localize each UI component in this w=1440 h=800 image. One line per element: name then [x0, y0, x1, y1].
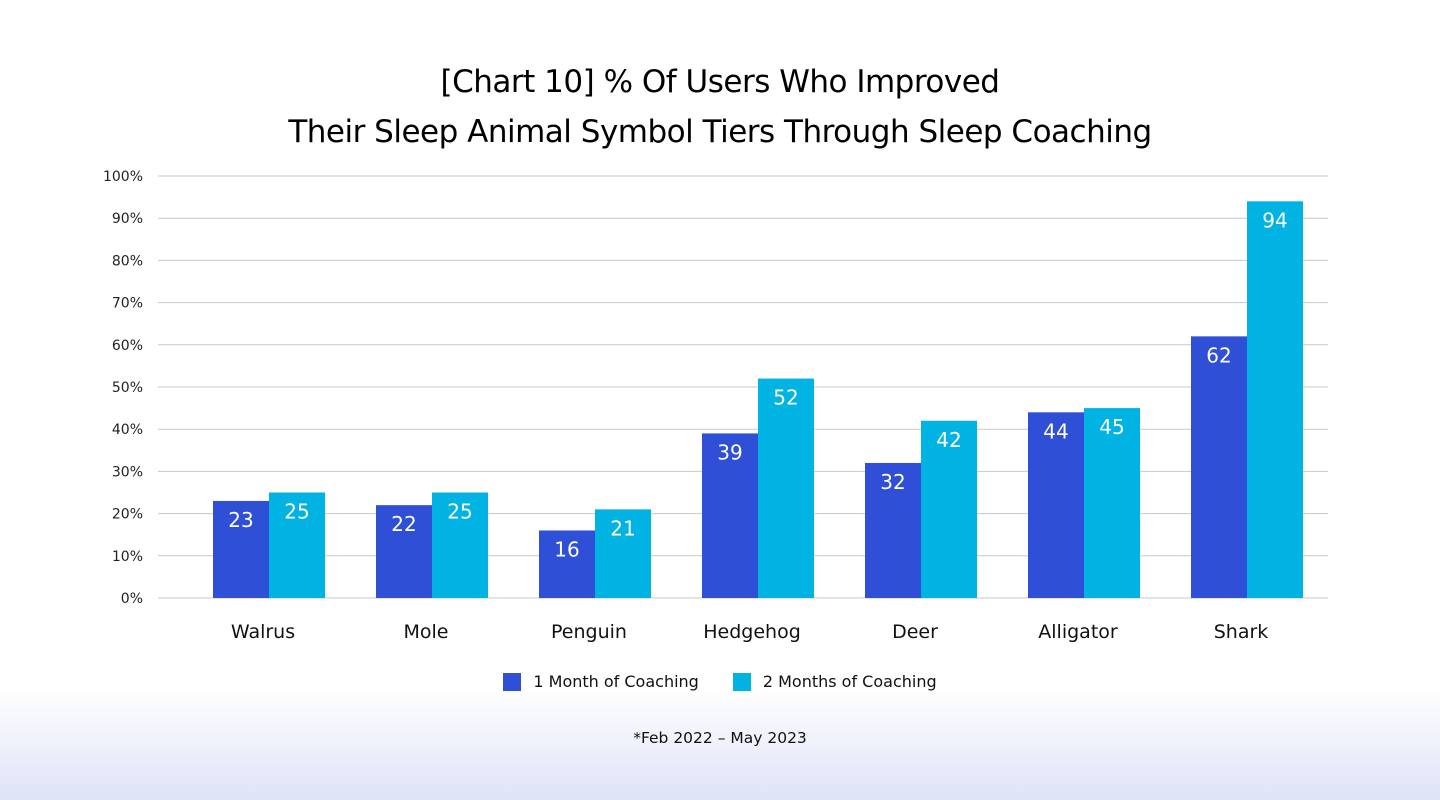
- x-tick-label: Walrus: [231, 621, 295, 643]
- x-tick-label: Alligator: [1038, 621, 1118, 643]
- data-label: 44: [1043, 419, 1068, 443]
- y-tick-label: 70%: [112, 296, 143, 312]
- bar: [1247, 201, 1303, 598]
- data-label: 52: [773, 386, 798, 410]
- y-tick-label: 90%: [112, 211, 143, 227]
- bar: [376, 505, 432, 598]
- data-label: 22: [391, 512, 416, 536]
- data-label: 25: [284, 500, 309, 524]
- x-tick-label: Shark: [1214, 621, 1269, 643]
- bar: [865, 462, 921, 598]
- x-tick-label: Deer: [892, 621, 938, 643]
- legend-swatch-1-month: [503, 672, 522, 691]
- bar: [213, 500, 269, 598]
- legend: 1 Month of Coaching 2 Months of Coaching: [0, 672, 1440, 691]
- data-label: 45: [1099, 415, 1124, 439]
- y-tick-label: 100%: [103, 169, 143, 185]
- bar: [1028, 412, 1084, 598]
- data-label: 23: [228, 508, 253, 532]
- bar: [1084, 408, 1140, 598]
- data-label: 39: [717, 440, 742, 464]
- data-label: 42: [936, 428, 961, 452]
- y-tick-label: 80%: [112, 253, 143, 269]
- x-tick-label: Mole: [404, 621, 449, 643]
- bar: [702, 433, 758, 598]
- bar: [921, 420, 977, 598]
- y-tick-label: 30%: [112, 464, 143, 480]
- y-tick-label: 50%: [112, 380, 143, 396]
- data-label: 16: [554, 537, 579, 561]
- legend-label-2-months: 2 Months of Coaching: [762, 672, 937, 691]
- data-label: 94: [1262, 208, 1287, 232]
- y-tick-label: 10%: [112, 549, 143, 565]
- y-tick-label: 0%: [121, 591, 143, 607]
- y-tick-label: 20%: [112, 507, 143, 523]
- bar: [432, 492, 488, 598]
- legend-item-2-months: 2 Months of Coaching: [732, 672, 937, 691]
- data-label: 62: [1206, 343, 1231, 367]
- legend-swatch-2-months: [732, 672, 751, 691]
- y-tick-label: 60%: [112, 338, 143, 354]
- chart-title-line-1: [Chart 10] % Of Users Who Improved: [440, 64, 1000, 100]
- legend-item-1-month: 1 Month of Coaching: [503, 672, 699, 691]
- bar: [758, 378, 814, 598]
- data-label: 25: [447, 500, 472, 524]
- bar: [539, 530, 595, 598]
- x-tick-label: Hedgehog: [703, 621, 801, 643]
- data-label: 21: [610, 516, 635, 540]
- chart-title-line-2: Their Sleep Animal Symbol Tiers Through …: [288, 114, 1152, 150]
- bar: [595, 509, 651, 598]
- legend-label-1-month: 1 Month of Coaching: [533, 672, 699, 691]
- y-tick-label: 40%: [112, 422, 143, 438]
- footnote: *Feb 2022 – May 2023: [633, 729, 807, 747]
- bar: [1191, 336, 1247, 598]
- data-label: 32: [880, 470, 905, 494]
- bar: [269, 492, 325, 598]
- x-tick-label: Penguin: [551, 621, 627, 643]
